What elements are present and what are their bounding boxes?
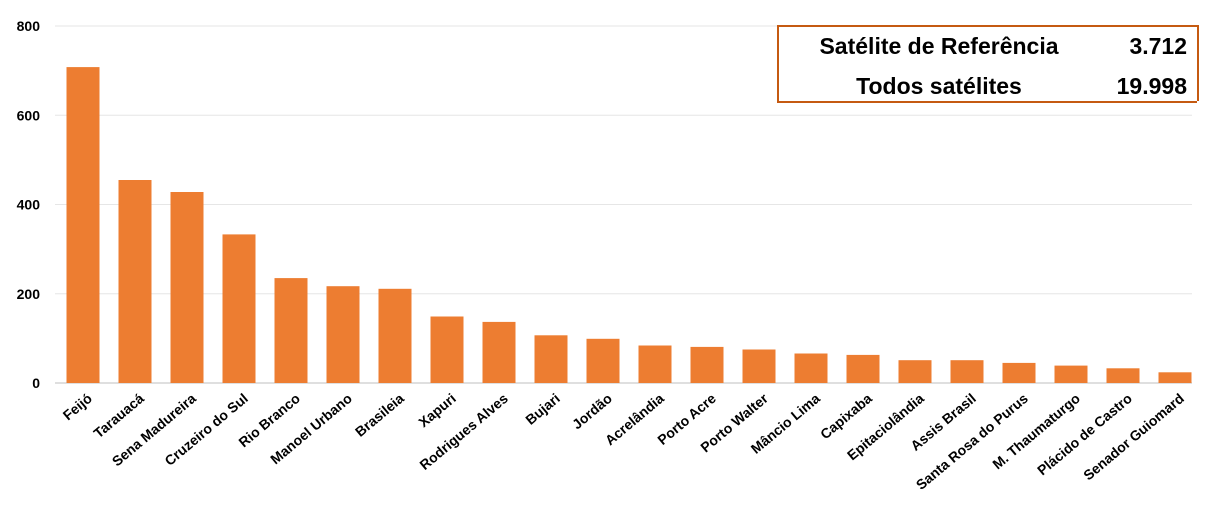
summary-table: Satélite de Referência 3.712 Todos satél… bbox=[777, 25, 1199, 103]
x-category-label: Rodrigues Alves bbox=[416, 390, 511, 473]
bar bbox=[118, 180, 152, 383]
summary-label: Satélite de Referência bbox=[819, 33, 1059, 59]
x-category-label: Plácido de Castro bbox=[1034, 390, 1135, 478]
summary-row-reference: Satélite de Referência 3.712 bbox=[779, 33, 1197, 69]
x-category-label: Senador Guiomard bbox=[1080, 390, 1187, 483]
summary-value: 3.712 bbox=[1129, 33, 1187, 59]
bar bbox=[482, 321, 516, 383]
x-category-label: Bujari bbox=[522, 390, 563, 428]
summary-value: 19.998 bbox=[1116, 73, 1187, 99]
bar bbox=[430, 316, 464, 383]
y-tick-label: 200 bbox=[17, 286, 41, 302]
bar bbox=[222, 234, 256, 383]
bar bbox=[274, 278, 308, 383]
bars bbox=[66, 67, 1192, 383]
bar bbox=[846, 354, 880, 383]
y-axis-ticks: 0 200 400 600 800 bbox=[17, 18, 41, 391]
bar bbox=[66, 67, 100, 383]
summary-row-all: Todos satélites 19.998 bbox=[779, 73, 1197, 109]
bar bbox=[950, 360, 984, 383]
bar bbox=[742, 349, 776, 383]
x-category-label: Jordão bbox=[569, 390, 615, 432]
bar bbox=[586, 338, 620, 383]
y-tick-label: 800 bbox=[17, 18, 41, 34]
bar bbox=[1158, 372, 1192, 383]
bar bbox=[1054, 365, 1088, 383]
y-tick-label: 600 bbox=[17, 107, 41, 123]
x-category-label: Feijó bbox=[60, 390, 95, 423]
bar bbox=[898, 360, 932, 383]
bar bbox=[326, 286, 360, 383]
bar bbox=[378, 288, 412, 383]
bar bbox=[534, 335, 568, 383]
bar bbox=[638, 345, 672, 383]
bar bbox=[1106, 368, 1140, 383]
bar bbox=[794, 353, 828, 383]
summary-label: Todos satélites bbox=[856, 73, 1022, 99]
bar bbox=[690, 346, 724, 383]
x-category-label: Brasileia bbox=[352, 390, 407, 440]
x-category-label: Xapuri bbox=[415, 390, 459, 430]
y-tick-label: 0 bbox=[32, 375, 40, 391]
y-tick-label: 400 bbox=[17, 197, 41, 213]
bar bbox=[1002, 362, 1036, 383]
x-category-label: M. Thaumaturgo bbox=[989, 390, 1083, 472]
bar bbox=[170, 192, 204, 383]
